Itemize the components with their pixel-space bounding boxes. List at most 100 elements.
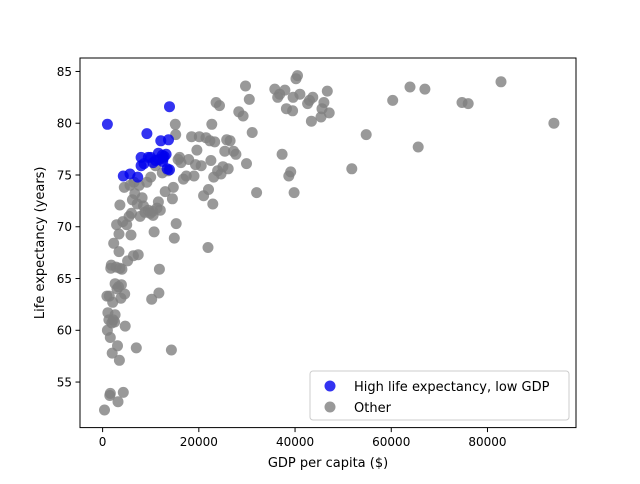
point-other <box>203 184 214 195</box>
point-other <box>243 93 255 105</box>
y-tick-label: 80 <box>57 117 72 131</box>
point-other <box>165 344 177 356</box>
point-other <box>323 107 335 119</box>
point-other <box>170 218 182 230</box>
point-other <box>154 204 166 216</box>
point-other <box>321 85 333 97</box>
point-other <box>285 166 297 178</box>
point-other <box>104 387 116 399</box>
point-other <box>209 136 221 148</box>
point-other <box>119 320 131 332</box>
plot-frame <box>79 57 577 429</box>
point-other <box>205 155 217 166</box>
point-other <box>166 193 178 205</box>
point-other <box>152 196 164 208</box>
point-other <box>387 94 399 106</box>
point-other <box>153 287 165 299</box>
point-other <box>113 246 125 258</box>
point-high-life-expectancy-low-gdp <box>164 101 175 113</box>
point-other <box>119 288 131 300</box>
point-other <box>307 91 319 103</box>
point-other <box>113 228 125 240</box>
legend-marker-other <box>324 401 336 413</box>
point-other <box>109 309 121 321</box>
point-other <box>167 181 179 193</box>
point-other <box>462 98 474 110</box>
point-other <box>419 83 431 95</box>
point-other <box>113 354 125 366</box>
point-other <box>146 293 158 305</box>
point-other <box>246 127 258 138</box>
point-other <box>116 263 128 275</box>
point-other <box>115 279 127 291</box>
point-other <box>121 219 133 231</box>
point-other <box>145 171 157 183</box>
point-other <box>279 84 291 96</box>
x-tick-label: 20000 <box>180 435 218 449</box>
point-other <box>117 386 129 398</box>
point-other <box>318 97 330 108</box>
x-tick-label: 80000 <box>468 435 506 449</box>
point-other <box>99 404 110 416</box>
point-other <box>346 163 358 175</box>
point-other <box>207 198 219 210</box>
legend-label-high-life-expectancy: High life expectancy, low GDP <box>354 380 550 395</box>
point-other <box>237 110 249 122</box>
x-tick-label: 60000 <box>372 435 410 449</box>
point-high-life-expectancy-low-gdp <box>157 156 169 167</box>
point-other <box>186 131 198 143</box>
point-high-life-expectancy-low-gdp <box>163 134 174 146</box>
point-other <box>126 207 137 219</box>
y-axis-label: Life expectancy (years) <box>33 166 48 319</box>
point-other <box>222 163 234 175</box>
y-tick-label: 55 <box>57 375 72 389</box>
y-tick-label: 70 <box>57 220 72 234</box>
x-axis: 0 20000 40000 60000 80000 <box>99 427 507 449</box>
point-other <box>412 141 424 153</box>
point-other <box>108 237 120 249</box>
legend-label-other: Other <box>354 401 392 416</box>
point-other <box>240 80 251 92</box>
point-other <box>112 340 123 352</box>
point-high-life-expectancy-low-gdp <box>101 118 113 130</box>
point-other <box>241 158 252 170</box>
point-other <box>214 100 225 112</box>
point-other <box>191 144 203 156</box>
point-other <box>404 81 416 93</box>
point-other <box>315 111 327 123</box>
point-other <box>159 186 171 198</box>
x-tick-label: 0 <box>99 435 107 449</box>
y-axis: 55 60 65 70 75 80 85 <box>57 65 80 389</box>
point-other <box>188 170 200 182</box>
points-layer <box>99 70 560 416</box>
legend: High life expectancy, low GDP Other <box>309 370 570 421</box>
point-high-life-expectancy-low-gdp <box>141 128 153 140</box>
point-other <box>104 332 116 343</box>
point-other <box>292 70 303 82</box>
x-axis-label: GDP per capita ($) <box>268 456 388 471</box>
point-other <box>206 118 218 130</box>
x-tick-label: 40000 <box>276 435 314 449</box>
point-other <box>136 192 148 204</box>
point-other <box>132 249 144 261</box>
point-other <box>112 396 124 408</box>
point-other <box>548 117 560 129</box>
point-other <box>168 232 180 244</box>
point-high-life-expectancy-low-gdp <box>164 164 175 176</box>
point-other <box>202 242 214 253</box>
point-other <box>495 76 507 88</box>
point-other <box>148 226 160 238</box>
point-other <box>224 135 236 147</box>
point-other <box>251 187 263 199</box>
point-high-life-expectancy-low-gdp <box>132 171 144 183</box>
point-other <box>195 160 207 172</box>
legend-marker-high-life-expectancy <box>324 380 336 392</box>
point-other <box>230 148 242 160</box>
point-other <box>287 105 299 117</box>
point-other <box>114 199 126 211</box>
point-other <box>305 115 317 127</box>
point-other <box>288 187 300 199</box>
legend-box <box>309 370 570 421</box>
point-other <box>153 263 165 275</box>
